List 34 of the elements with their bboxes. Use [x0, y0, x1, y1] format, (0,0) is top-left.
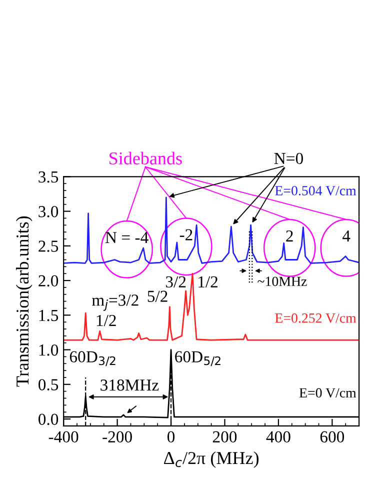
- text: Sidebands: [110, 152, 182, 164]
- y-tick-label: 1.0: [39, 344, 58, 356]
- x-axis-title: Δ$_{c}$/2π (MHz): [164, 451, 259, 468]
- y-tick-label: 3.5: [38, 171, 58, 183]
- annotation: -2: [180, 229, 192, 240]
- y-tick-label: 2.0: [38, 275, 58, 287]
- annotation: 2: [286, 230, 293, 242]
- annotation: 1/2: [198, 276, 218, 288]
- series-label: E=0.252 V/cm: [275, 313, 356, 323]
- annotation: ~10MHz: [258, 276, 307, 286]
- annotation: N = -4: [105, 232, 148, 243]
- x-tick-label: 400: [266, 431, 290, 443]
- x-tick-label: -200: [102, 431, 132, 443]
- annotation: 3/2: [166, 276, 186, 288]
- annotation: N=0: [274, 152, 303, 164]
- x-tick-label: 200: [212, 431, 237, 443]
- annotation: 1/2: [96, 314, 116, 326]
- x-tick-label: 600: [320, 431, 344, 443]
- annotation: 4: [342, 230, 350, 242]
- y-tick-label: 0.0: [38, 414, 58, 426]
- x-tick-label: 0: [167, 431, 175, 443]
- x-tick-label: -400: [48, 431, 78, 443]
- y-tick-label: 0.5: [38, 379, 58, 390]
- annotation: 60D$_{5/2}$: [175, 351, 220, 366]
- y-tick-label: 2.5: [38, 240, 58, 252]
- y-axis-title: Transmission(arb.units): [16, 216, 32, 387]
- annotation: 60D$_{3/2}$: [70, 351, 116, 366]
- y-tick-label: 1.5: [39, 310, 58, 322]
- annotation: 5/2: [148, 290, 168, 302]
- series-label: E=0 V/cm: [299, 388, 356, 398]
- y-tick-label: 3.0: [38, 206, 58, 218]
- annotation: m$_{j}$=3/2: [92, 294, 138, 311]
- annotation: 318MHz: [100, 379, 159, 391]
- text: E=0.504 V/cm: [275, 186, 356, 196]
